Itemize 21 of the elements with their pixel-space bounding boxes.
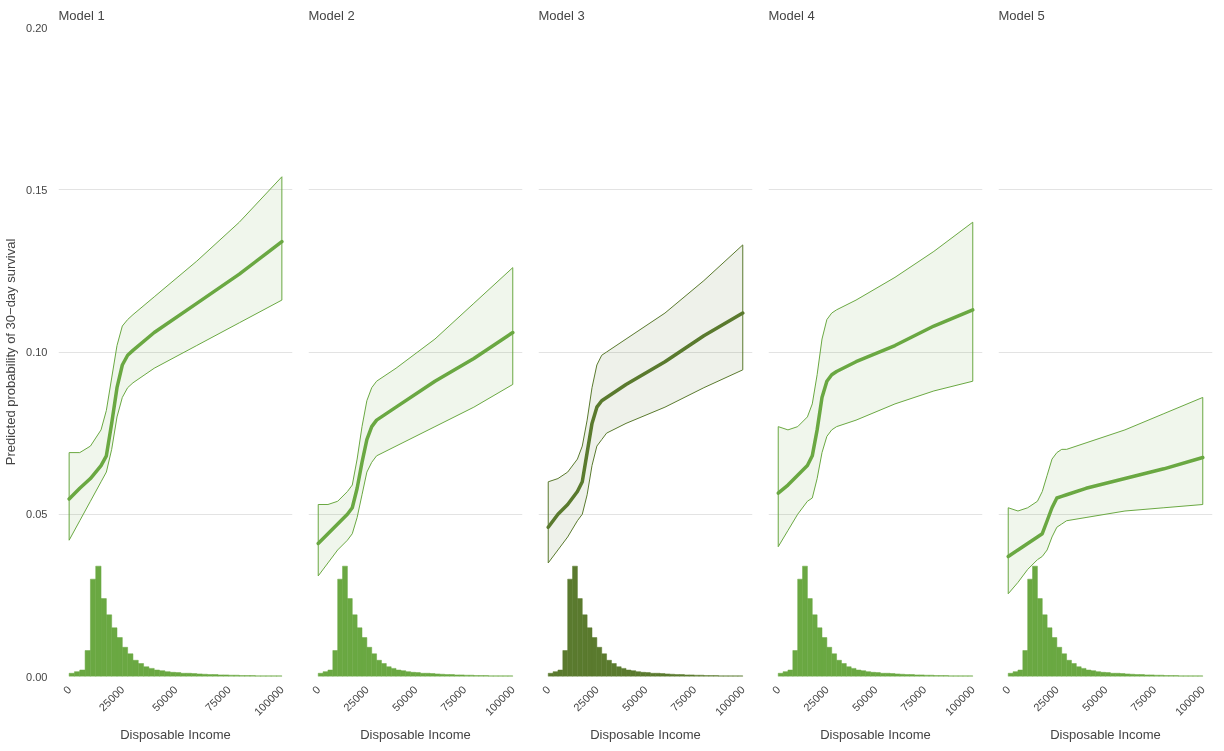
- x-axis-title: Disposable Income: [590, 727, 701, 743]
- y-tick-label: 0.00: [26, 670, 48, 683]
- x-axis-title: Disposable Income: [120, 727, 231, 743]
- chart-title: Model 3: [538, 7, 585, 23]
- x-tick-label: 0: [309, 683, 323, 697]
- chart-title: Model 1: [58, 7, 105, 23]
- y-tick-label: 0.10: [26, 346, 48, 358]
- y-tick-label: 0.05: [26, 508, 48, 521]
- y-tick-label: 0.15: [26, 183, 48, 196]
- x-tick-label: 0: [539, 683, 553, 697]
- y-tick-label: 0.20: [26, 21, 48, 34]
- chart-title: Model 4: [768, 7, 815, 23]
- x-axis-title: Disposable Income: [360, 727, 471, 743]
- x-tick-label: 0: [60, 683, 74, 697]
- x-axis-title: Disposable Income: [1050, 727, 1161, 743]
- x-axis-title: Disposable Income: [820, 727, 931, 743]
- y-axis-title: Predicted probability of 30−day survival: [3, 238, 19, 466]
- x-tick-label: 0: [769, 683, 783, 697]
- x-tick-label: 0: [999, 683, 1013, 697]
- chart-title: Model 5: [998, 7, 1045, 23]
- chart-title: Model 2: [308, 7, 355, 23]
